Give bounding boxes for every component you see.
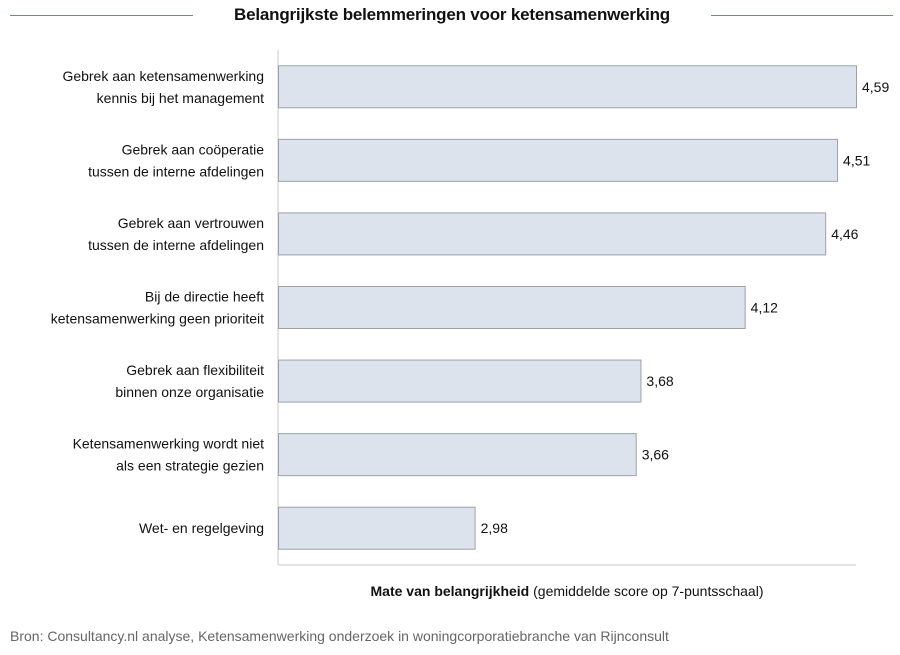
category-label-5: Gebrek aan flexibiliteit binnen onze orga… <box>115 362 264 400</box>
bar-7 <box>278 506 476 550</box>
category-label-6: Ketensamenwerking wordt niet als een stra… <box>73 436 265 474</box>
chart-title-row: Belangrijkste belemmeringen voor ketensa… <box>0 0 900 32</box>
bar-2 <box>278 138 839 182</box>
value-label-2: 4,51 <box>843 152 870 168</box>
bar-chart: 4,59 Gebrek aan ketensamenwerking kennis b… <box>51 50 889 566</box>
value-label-5: 3,68 <box>646 373 673 389</box>
value-label-1: 4,59 <box>862 79 889 95</box>
x-axis-label-rest: (gemiddelde score op 7-puntsschaal) <box>529 583 764 599</box>
category-label-2: Gebrek aan coöperatie tussen de interne a… <box>88 141 264 179</box>
title-rule-right <box>711 15 893 16</box>
bar-5 <box>278 359 642 403</box>
bar-3 <box>278 212 827 256</box>
value-label-7: 2,98 <box>481 520 508 536</box>
bar-6 <box>278 433 637 477</box>
category-label-1: Gebrek aan ketensamenwerking kennis bij h… <box>62 68 264 106</box>
bar-1 <box>278 65 857 109</box>
category-label-3: Gebrek aan vertrouwen tussen de interne a… <box>88 215 264 253</box>
title-rule-left <box>10 15 193 16</box>
bar-4 <box>278 286 746 329</box>
category-label-7: Wet- en regelgeving <box>139 520 264 536</box>
source-note: Bron: Consultancy.nl analyse, Ketensamen… <box>10 628 669 644</box>
x-axis-label-bold: Mate van belangrijkheid <box>370 583 530 599</box>
chart-title: Belangrijkste belemmeringen voor ketensa… <box>234 5 670 24</box>
value-label-3: 4,46 <box>831 226 858 242</box>
bars-group: 4,59 Gebrek aan ketensamenwerking kennis b… <box>51 65 889 550</box>
category-label-4: Bij de directie heeft ketensamenwerking g… <box>51 289 264 327</box>
value-label-6: 3,66 <box>642 447 669 463</box>
value-label-4: 4,12 <box>751 300 778 316</box>
x-axis-label: Mate van belangrijkheid (gemiddelde scor… <box>278 583 856 599</box>
